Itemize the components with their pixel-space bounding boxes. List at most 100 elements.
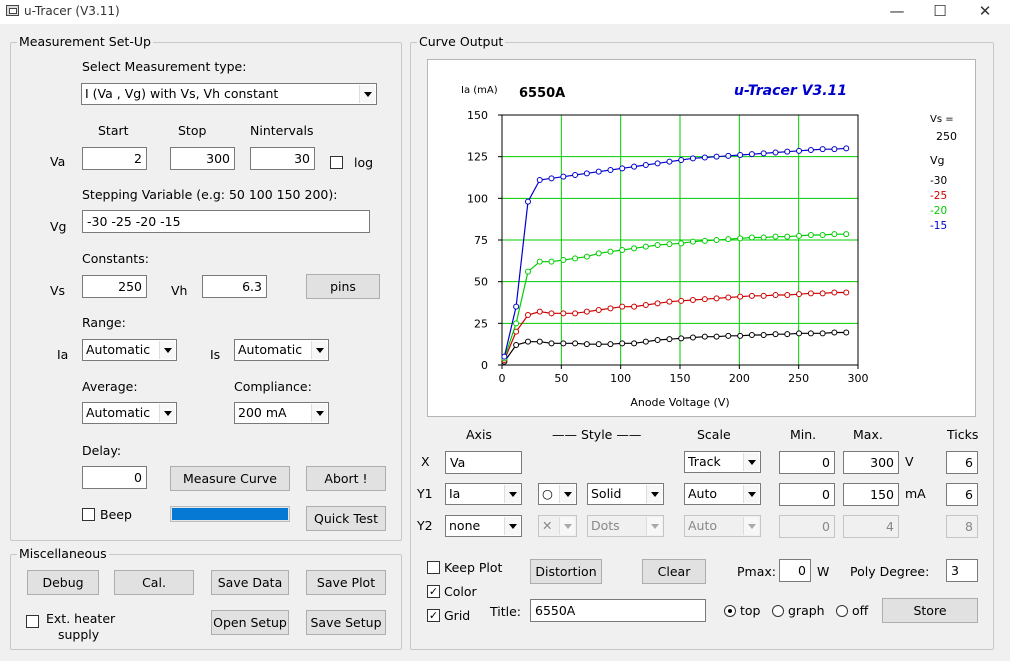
poly-degree-input[interactable]: 3 [946,559,978,582]
distortion-button[interactable]: Distortion [530,559,602,584]
y2-ticks-input[interactable]: 8 [946,515,978,538]
save-plot-button[interactable]: Save Plot [306,570,386,595]
open-setup-button[interactable]: Open Setup [211,610,289,635]
data-point [737,293,744,300]
plot-title-input[interactable]: 6550A [530,599,706,622]
data-point [642,162,649,168]
series-group [501,289,850,363]
measure-curve-button[interactable]: Measure Curve [170,466,290,491]
data-point [796,330,803,337]
y1-min-input[interactable]: 0 [779,483,835,506]
cal-button[interactable]: Cal. [114,570,194,595]
vs-input[interactable]: 250 [82,275,147,298]
y-tick-label: 75 [474,234,488,247]
curve-output-group: Curve Output [410,35,994,650]
y-tick-label: 25 [474,317,488,330]
va-stop-input[interactable]: 300 [170,147,235,170]
y2-max-input[interactable]: 4 [843,515,899,538]
debug-button[interactable]: Debug [27,570,99,595]
data-point [843,329,850,336]
chevron-down-icon [311,404,327,422]
y1-marker-select[interactable]: ○ [538,483,577,505]
measurement-setup-title: Measurement Set-Up [17,34,153,49]
pins-button[interactable]: pins [306,274,380,299]
color-checkbox[interactable]: ✓ [427,585,440,598]
average-select[interactable]: Automatic [82,402,177,424]
data-point [654,300,661,307]
x-tick-label: 200 [729,372,750,385]
beep-checkbox[interactable] [82,508,95,521]
series-line [503,331,847,363]
y1-variable-select[interactable]: Ia [445,483,522,505]
vh-input[interactable]: 6.3 [202,275,267,298]
compliance-select[interactable]: 200 mA [234,402,329,424]
data-point [831,289,838,296]
data-point [701,154,708,161]
chevron-down-icon [559,517,575,535]
x-min-input[interactable]: 0 [779,451,835,474]
data-point [524,268,531,275]
y2-variable-value: none [449,518,481,533]
color-label: Color [444,584,477,599]
data-point [784,331,791,338]
delay-input[interactable]: 0 [82,466,147,489]
x-scale-select[interactable]: Track [684,451,761,473]
position-top-radio[interactable] [724,605,736,617]
maximize-button[interactable]: ☐ [933,2,947,20]
average-value: Automatic [86,405,151,420]
y1-max-input[interactable]: 150 [843,483,899,506]
data-point [843,231,850,238]
data-point [807,232,814,238]
save-setup-button[interactable]: Save Setup [306,610,386,635]
series-group [501,145,850,360]
va-label: Va [50,154,66,169]
position-graph-radio[interactable] [772,605,784,617]
data-point [689,297,696,303]
y2-style-select[interactable]: Dots [587,515,664,537]
data-point [737,152,744,158]
x-ticks-input[interactable]: 6 [946,451,978,474]
ia-range-select[interactable]: Automatic [82,339,177,361]
abort-button[interactable]: Abort ! [306,466,386,491]
position-off-radio[interactable] [836,605,848,617]
log-label: log [354,155,374,170]
data-point [784,292,791,298]
data-point [560,340,567,347]
stop-column-label: Stop [178,123,207,138]
x-tick-label: 300 [848,372,869,385]
series-group [501,329,850,365]
store-button[interactable]: Store [882,598,978,623]
data-point [760,234,767,241]
x-max-input[interactable]: 300 [843,451,899,474]
y1-style-select[interactable]: Solid [587,483,664,505]
save-data-button[interactable]: Save Data [211,570,289,595]
data-point [583,341,590,348]
ext-heater-checkbox[interactable] [26,615,39,628]
va-nintervals-input[interactable]: 30 [250,147,315,170]
quick-test-button[interactable]: Quick Test [306,506,386,531]
y2-variable-select[interactable]: none [445,515,522,537]
y1-scale-select[interactable]: Auto [684,483,761,505]
y2-min-input[interactable]: 0 [779,515,835,538]
data-point [583,308,590,315]
keep-plot-checkbox[interactable] [427,561,440,574]
grid-checkbox[interactable]: ✓ [427,609,440,622]
vg-stepping-input[interactable]: -30 -25 -20 -15 [82,210,370,233]
log-checkbox[interactable] [330,156,343,169]
va-start-input[interactable]: 2 [82,147,147,170]
y1-ticks-input[interactable]: 6 [946,483,978,506]
data-point [595,168,602,175]
close-button[interactable]: ✕ [978,2,992,20]
data-point [631,245,638,252]
measurement-type-select[interactable]: I (Va , Vg) with Vs, Vh constant [81,83,377,105]
y2-scale-select[interactable]: Auto [684,515,761,537]
y2-marker-select[interactable]: ✕ [538,515,577,537]
x-variable-input[interactable]: Va [445,451,522,474]
data-point [807,290,814,297]
pmax-input[interactable]: 0 [779,559,811,582]
data-point [666,298,673,305]
is-range-select[interactable]: Automatic [234,339,329,361]
minimize-button[interactable]: — [889,2,905,20]
constants-label: Constants: [82,251,149,266]
clear-button[interactable]: Clear [642,559,706,584]
